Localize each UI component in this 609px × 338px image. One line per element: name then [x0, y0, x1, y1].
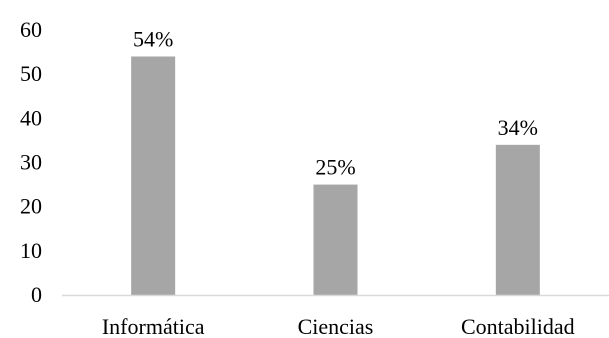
y-tick-label: 30: [20, 150, 42, 175]
y-tick-label: 10: [20, 238, 42, 263]
category-label: Contabilidad: [461, 314, 575, 338]
y-tick-label: 60: [20, 17, 42, 42]
y-tick-label: 40: [20, 105, 42, 130]
y-tick-label: 50: [20, 61, 42, 86]
x-axis-category-labels: Informática Ciencias Contabilidad: [102, 314, 575, 338]
category-label: Ciencias: [298, 314, 374, 338]
data-labels: 54% 25% 34%: [133, 27, 538, 180]
data-label: 34%: [498, 115, 538, 140]
y-axis-tick-labels: 0 10 20 30 40 50 60: [20, 17, 42, 307]
y-tick-label: 0: [31, 282, 42, 307]
bars: [131, 56, 540, 295]
bar-contabilidad: [495, 144, 540, 295]
bar-informatica: [131, 56, 176, 295]
data-label: 25%: [315, 155, 355, 180]
bar-ciencias: [313, 184, 358, 295]
category-label: Informática: [102, 314, 205, 338]
data-label: 54%: [133, 27, 173, 52]
y-tick-label: 20: [20, 194, 42, 219]
